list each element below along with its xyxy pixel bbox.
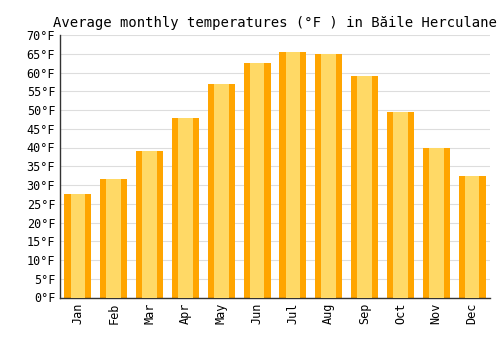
Bar [106,179,121,298]
Bar [429,147,444,298]
Bar [100,179,127,298]
Bar [458,176,485,298]
Bar [357,76,372,298]
Bar [208,84,234,298]
Bar [64,194,92,298]
Bar [136,151,163,298]
Bar [250,63,264,298]
Bar [322,54,336,298]
Bar [142,151,157,298]
Bar [423,147,450,298]
Bar [393,112,408,298]
Bar [464,176,479,298]
Bar [280,52,306,298]
Bar [70,194,86,298]
Bar [214,84,228,298]
Bar [316,54,342,298]
Title: Average monthly temperatures (°F ) in Băile Herculane: Average monthly temperatures (°F ) in Bă… [53,16,497,30]
Bar [172,118,199,298]
Bar [351,76,378,298]
Bar [178,118,193,298]
Bar [286,52,300,298]
Bar [387,112,414,298]
Bar [244,63,270,298]
